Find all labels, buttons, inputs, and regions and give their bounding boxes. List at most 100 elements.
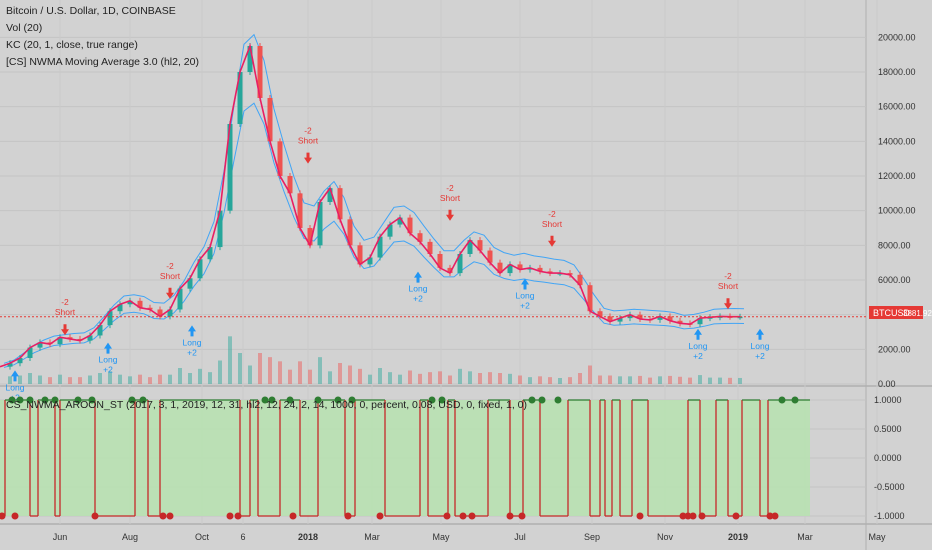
- candle: [267, 98, 273, 142]
- price-panel[interactable]: Long+2-2ShortLong+2-2ShortLong+2-2ShortL…: [0, 33, 866, 403]
- volume-bar: [678, 376, 682, 384]
- oscillator-axis[interactable]: 1.0000 0.5000 0.0000 -0.5000 -1.0000: [874, 395, 905, 521]
- candle: [337, 188, 343, 220]
- oscillator-panel[interactable]: [0, 396, 810, 520]
- volume-bar: [158, 374, 162, 384]
- price-tick-label: 0.00: [878, 379, 896, 389]
- volume-bar: [598, 375, 602, 384]
- volume-bar: [708, 377, 712, 384]
- buy-marker: [74, 396, 82, 404]
- arrow-up-icon: [414, 271, 422, 283]
- candle: [127, 300, 133, 305]
- long-signal: Long+2: [516, 278, 535, 311]
- price-axis[interactable]: 20000.00 18000.00 16000.00 14000.00 12000.00…: [878, 32, 916, 389]
- candle: [437, 254, 443, 268]
- indicator-kc[interactable]: KC (20, 1, close, true range): [6, 39, 138, 51]
- long-signal: Long+2: [99, 342, 118, 375]
- buy-marker: [261, 396, 269, 404]
- buy-marker: [778, 396, 786, 404]
- volume-bar: [348, 365, 352, 384]
- buy-marker: [8, 396, 16, 404]
- candle: [17, 358, 23, 364]
- volume-bar: [288, 369, 292, 384]
- signal-label: Short: [55, 307, 76, 317]
- candle: [577, 274, 583, 286]
- buy-marker: [554, 396, 562, 404]
- price-tick-label: 18000.00: [878, 67, 916, 77]
- volume-bar: [248, 365, 252, 384]
- time-tick-label: 2018: [298, 532, 318, 542]
- candle: [227, 124, 233, 211]
- candle: [27, 347, 33, 358]
- volume-bar: [48, 377, 52, 384]
- time-tick-label: Mar: [797, 532, 813, 542]
- sell-marker: [771, 512, 779, 520]
- signal-qty: -2: [548, 209, 556, 219]
- volume-bar: [8, 376, 12, 384]
- candle: [667, 316, 673, 321]
- time-axis[interactable]: Jun Aug Oct 6 2018 Mar May Jul Sep Nov 2019 Mar May: [53, 532, 886, 542]
- chart-title[interactable]: Bitcoin / U.S. Dollar, 1D, COINBASE: [6, 5, 176, 17]
- volume-bar: [528, 377, 532, 384]
- volume-bar: [668, 375, 672, 384]
- indicator-vol[interactable]: Vol (20): [6, 22, 42, 34]
- arrow-down-icon: [166, 287, 174, 299]
- sell-marker: [91, 512, 99, 520]
- buy-marker: [314, 396, 322, 404]
- buy-marker: [538, 396, 546, 404]
- volume-bar: [498, 373, 502, 384]
- price-tick-label: 20000.00: [878, 32, 916, 42]
- volume-bar: [628, 376, 632, 384]
- volume-bar: [188, 373, 192, 384]
- buy-marker: [139, 396, 147, 404]
- signal-label: Long: [183, 337, 202, 347]
- time-tick-label: May: [432, 532, 450, 542]
- candle: [657, 316, 663, 320]
- buy-marker: [348, 396, 356, 404]
- signal-qty: +2: [413, 294, 423, 304]
- candle: [607, 316, 613, 322]
- price-tag-bg: [869, 306, 923, 319]
- candle: [377, 236, 383, 258]
- volume-bar: [738, 377, 742, 384]
- volume-bar: [588, 365, 592, 384]
- volume-bar: [618, 376, 622, 384]
- candle: [167, 309, 173, 317]
- osc-tick-label: 1.0000: [874, 395, 902, 405]
- volume-bar: [538, 376, 542, 384]
- volume-bar: [728, 377, 732, 384]
- volume-bar: [198, 368, 202, 384]
- candle: [497, 262, 503, 274]
- sell-marker: [11, 512, 19, 520]
- candle: [237, 72, 243, 124]
- volume-bar: [358, 368, 362, 384]
- arrow-up-icon: [11, 370, 19, 382]
- price-tick-label: 6000.00: [878, 275, 911, 285]
- candle: [257, 46, 263, 98]
- candle: [597, 311, 603, 317]
- candle: [287, 176, 293, 194]
- buy-marker: [41, 396, 49, 404]
- long-signal: Long+2: [689, 328, 708, 361]
- signal-label: Long: [6, 382, 25, 392]
- buy-marker: [428, 396, 436, 404]
- indicator-nwma[interactable]: [CS] NWMA Moving Average 3.0 (hl2, 20): [6, 56, 199, 68]
- signal-qty: +2: [187, 347, 197, 357]
- volume-bar: [238, 353, 242, 384]
- candle: [67, 337, 73, 339]
- buy-marker: [268, 396, 276, 404]
- signal-label: Short: [542, 219, 563, 229]
- volume-bar: [378, 368, 382, 384]
- candle: [427, 241, 433, 254]
- volume-bar: [308, 369, 312, 384]
- sell-marker: [698, 512, 706, 520]
- oscillator-title[interactable]: CS_NWMA_AROON_ST (2017, 3, 1, 2019, 12, …: [6, 399, 527, 411]
- volume-bar: [658, 376, 662, 384]
- arrow-down-icon: [304, 152, 312, 164]
- candle: [137, 300, 143, 308]
- sell-marker: [234, 512, 242, 520]
